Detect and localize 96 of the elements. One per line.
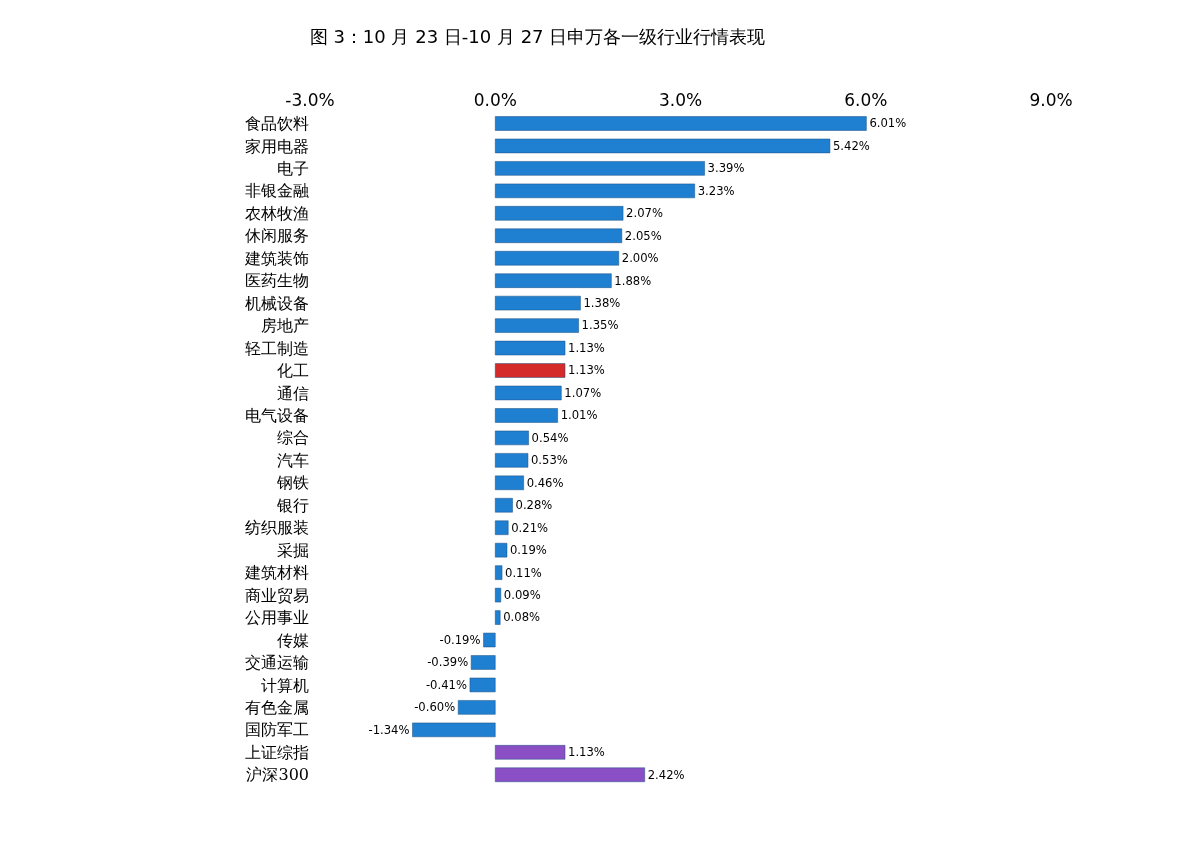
y-tick-label: 国防军工: [245, 720, 309, 740]
bar: [495, 475, 524, 491]
y-tick-label: 非银金融: [245, 181, 309, 201]
bar: [495, 251, 619, 266]
y-tick-label: 农林牧渔: [245, 203, 309, 223]
bar: [470, 655, 496, 670]
y-tick-label: 传媒: [277, 630, 309, 650]
data-label: 0.53%: [530, 453, 568, 468]
bar: [495, 295, 581, 311]
bar: [495, 453, 529, 468]
data-label: 2.00%: [621, 251, 659, 266]
x-tick-label: 6.0%: [844, 89, 888, 110]
bar: [495, 138, 831, 154]
data-label: 2.05%: [624, 228, 662, 243]
data-label: -0.39%: [427, 655, 469, 670]
data-label: 1.88%: [614, 273, 652, 288]
bar: [457, 700, 496, 715]
y-tick-label: 采掘: [277, 540, 309, 560]
x-tick-label: 3.0%: [658, 89, 703, 110]
bar: [495, 340, 566, 356]
y-tick-label: 沪深300: [246, 765, 309, 785]
y-tick-label: 电子: [277, 158, 309, 178]
data-label: 0.19%: [510, 543, 547, 558]
data-label: -1.34%: [368, 722, 410, 737]
bar: [495, 767, 645, 782]
bar: [495, 430, 529, 446]
y-tick-label: 食品饮料: [245, 114, 309, 134]
y-tick-label: 公用事业: [245, 608, 309, 628]
y-tick-label: 房地产: [261, 316, 309, 336]
data-label: 0.11%: [505, 565, 542, 580]
bar: [495, 206, 624, 221]
data-label: -0.41%: [425, 677, 467, 692]
y-tick-label: 建筑装饰: [244, 248, 309, 268]
bar: [495, 318, 579, 333]
bar: [495, 161, 705, 176]
bar: [495, 116, 867, 131]
data-label: 3.23%: [697, 183, 735, 198]
y-tick-label: 计算机: [261, 675, 309, 695]
y-tick-label: 商业贸易: [245, 585, 309, 605]
data-label: 2.42%: [647, 767, 685, 782]
data-label: 1.13%: [568, 363, 605, 378]
bar: [495, 520, 509, 535]
data-label: 1.01%: [560, 408, 598, 423]
data-label: 0.09%: [503, 587, 541, 602]
bar: [495, 565, 503, 580]
y-tick-label: 化工: [277, 361, 309, 381]
data-label: 1.35%: [581, 318, 619, 333]
x-tick-label: 0.0%: [473, 89, 517, 110]
y-tick-label: 汽车: [277, 450, 309, 470]
y-tick-label: 上证综指: [245, 742, 309, 762]
y-tick-label: 轻工制造: [245, 338, 309, 358]
x-tick-label: 9.0%: [1029, 89, 1073, 110]
data-label: 0.28%: [515, 498, 553, 513]
y-tick-label: 综合: [277, 428, 309, 448]
y-tick-label: 电气设备: [245, 406, 309, 426]
y-tick-label: 银行: [276, 495, 309, 515]
bar: [495, 542, 508, 558]
data-label: -0.60%: [414, 700, 456, 715]
data-label: 0.54%: [531, 430, 569, 445]
data-label: -0.19%: [439, 632, 481, 647]
y-tick-label: 休闲服务: [245, 226, 309, 246]
y-tick-label: 纺织服装: [245, 518, 309, 538]
y-tick-label: 交通运输: [245, 653, 309, 673]
chart-title: 图 3：10 月 23 日-10 月 27 日申万各一级行业行情表现: [309, 25, 766, 47]
data-label: 1.38%: [583, 296, 621, 311]
bar: [495, 363, 566, 378]
y-tick-label: 有色金属: [245, 698, 309, 717]
bar: [495, 745, 566, 760]
y-tick-label: 机械设备: [245, 293, 309, 313]
bar: [495, 587, 502, 603]
y-tick-label: 建筑材料: [244, 563, 309, 583]
y-tick-label: 通信: [277, 383, 309, 403]
bar: [495, 610, 501, 625]
y-tick-label: 家用电器: [245, 136, 309, 156]
data-label: 5.42%: [832, 138, 870, 153]
data-label: 3.39%: [707, 161, 745, 176]
bar: [469, 677, 496, 693]
bar: [495, 498, 513, 513]
x-tick-label: -3.0%: [285, 89, 335, 110]
data-label: 6.01%: [869, 116, 907, 131]
data-label: 0.08%: [503, 610, 541, 625]
y-tick-label: 医药生物: [245, 271, 309, 291]
bar: [495, 183, 695, 199]
data-label: 0.21%: [511, 520, 549, 535]
bar: [495, 228, 623, 243]
bar: [412, 722, 496, 738]
y-tick-label: 钢铁: [276, 473, 309, 493]
data-label: 2.07%: [626, 206, 663, 221]
bar: [495, 385, 562, 401]
data-label: 1.13%: [568, 340, 605, 355]
data-label: 1.13%: [568, 745, 605, 760]
data-label: 1.07%: [564, 385, 602, 400]
data-label: 0.46%: [526, 475, 564, 490]
bar: [483, 632, 496, 648]
bar: [495, 408, 558, 423]
bar: [495, 273, 612, 288]
